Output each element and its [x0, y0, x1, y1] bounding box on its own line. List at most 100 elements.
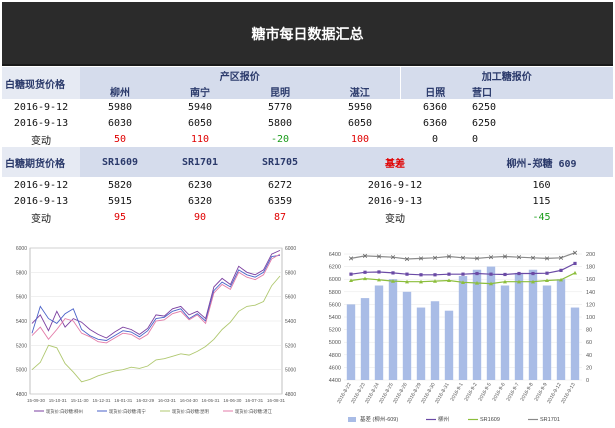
legend-label: 现货价:白砂糖:柳州 — [46, 408, 83, 415]
table-row: 2016-9-13 6030 6050 5800 6050 6360 6250 — [2, 115, 613, 131]
data-point — [573, 261, 577, 266]
basis-date: 2016-9-12 — [367, 179, 423, 191]
change-value: 110 — [190, 133, 210, 145]
table-row: 2016-9-12 5820 6230 6272 2016-9-12 160 — [2, 177, 613, 193]
data-point — [559, 268, 563, 272]
data-point — [573, 270, 577, 275]
col-sr1705: SR1705 — [240, 147, 320, 177]
basis-bar — [346, 304, 356, 380]
spot-price-label: 白糖现货价格 — [2, 67, 80, 99]
y-tick-label: 5400 — [329, 315, 341, 321]
basis-bar-line-chart: 6400 6200 6000 5800 5600 5400 5200 5000 4800 4600… — [329, 250, 595, 423]
data-point — [348, 256, 354, 261]
data-point — [517, 271, 521, 276]
col-spread: 柳州-郑糖 609 — [470, 147, 613, 177]
row-date: 2016-9-13 — [13, 195, 69, 207]
basis-bar — [458, 276, 468, 380]
y2-tick-label: 140 — [586, 290, 595, 296]
col-nanning: 南宁 — [160, 83, 240, 99]
spread-value: 115 — [532, 195, 551, 207]
col-rizhao: 日照 — [399, 83, 470, 99]
x-tick-label: 16-07-31 — [245, 398, 264, 403]
y2-tick-label: 160 — [586, 277, 595, 283]
data-point — [405, 279, 409, 284]
data-point — [433, 279, 437, 283]
change-value: -20 — [270, 133, 290, 145]
data-point — [376, 254, 382, 259]
data-point — [377, 270, 381, 274]
change-value: 87 — [273, 211, 287, 223]
cell-value: 6030 — [107, 117, 133, 129]
basis-bar — [500, 285, 510, 380]
y-tick-label: 6000 — [329, 277, 341, 283]
basis-bar — [570, 307, 580, 380]
x-tick-label: 16-04-30 — [180, 398, 199, 403]
y2-tick-label: 60 — [586, 340, 592, 346]
x-tick-label: 15-11-30 — [71, 398, 89, 403]
change-row: 变动 95 90 87 变动 -45 — [2, 209, 613, 225]
table-row: 2016-9-12 5980 5940 5770 5950 6360 6250 — [2, 99, 613, 115]
change-row: 变动 50 110 -20 100 0 0 — [2, 131, 613, 147]
data-point — [419, 279, 423, 284]
title-banner: 糖市每日数据汇总 — [2, 2, 613, 66]
legend-label: 柳州 — [438, 415, 449, 423]
y2-tick-label: 20 — [586, 365, 592, 371]
col-sr1609: SR1609 — [80, 147, 160, 177]
cell-value: 6320 — [187, 195, 213, 207]
x-tick-label: 16-06-30 — [223, 398, 242, 403]
y2-tick-label: 0 — [586, 378, 589, 384]
y-tick-label: 5800 — [16, 270, 27, 276]
y-tick-label: 5200 — [329, 328, 341, 334]
data-point — [405, 272, 409, 276]
y-tick-label: 4800 — [16, 392, 27, 398]
y-tick-label: 5000 — [329, 340, 341, 346]
series-line — [31, 249, 281, 339]
x-tick-label: 15-10-31 — [49, 398, 68, 403]
origin-quote-header: 产区报价 — [80, 67, 400, 83]
x-tick-label: 2016-9-13 — [560, 382, 577, 405]
spot-group-row: 白糖现货价格 产区报价 加工糖报价 — [2, 67, 613, 99]
y-tick-label: 5600 — [16, 295, 27, 301]
y-tick-label: 4800 — [329, 353, 341, 359]
data-point — [489, 281, 493, 286]
processed-quote-header: 加工糖报价 — [399, 67, 613, 83]
legend-label: 现货价:白砂糖:湛江 — [235, 408, 272, 415]
y-tick-label: 6400 — [329, 252, 341, 258]
summary-table: 白糖现货价格 产区报价 加工糖报价 柳州 南宁 昆明 湛江 日照 营口 2016… — [2, 67, 613, 225]
basis-date: 2016-9-13 — [367, 195, 423, 207]
basis-bar — [402, 291, 412, 380]
cell-value: 6272 — [267, 179, 293, 191]
data-point — [503, 272, 507, 277]
data-point — [475, 280, 479, 285]
data-point — [545, 278, 549, 283]
cell-value: 6360 — [422, 117, 448, 129]
basis-bar — [528, 269, 538, 380]
data-point — [517, 279, 521, 284]
data-point — [349, 278, 353, 283]
cell-value: 6250 — [472, 117, 497, 129]
data-point — [545, 271, 549, 275]
data-point — [418, 256, 424, 261]
y2-tick-label: 4800 — [285, 392, 296, 398]
data-point — [404, 256, 410, 262]
data-point — [558, 255, 564, 260]
basis-bar — [486, 266, 496, 380]
col-yingkou: 营口 — [470, 83, 613, 99]
y-tick-label: 6000 — [16, 246, 27, 252]
change-label: 变动 — [31, 135, 51, 147]
series-line — [31, 275, 281, 383]
y2-tick-label: 100 — [586, 315, 595, 321]
data-point — [377, 277, 381, 282]
cell-value: 6360 — [422, 101, 448, 113]
cell-value: 5915 — [107, 195, 133, 207]
data-point — [432, 255, 438, 260]
data-point — [461, 280, 465, 284]
data-point — [363, 276, 367, 281]
data-point — [516, 255, 522, 260]
y2-tick-label: 40 — [586, 353, 592, 359]
y-tick-label: 5600 — [329, 302, 341, 308]
cell-value: 5820 — [107, 179, 133, 191]
cell-value: 6359 — [267, 195, 293, 207]
basis-bar — [444, 310, 454, 380]
charts-area: 6000 6000 5800 5800 5600 5600 5400 5400 5200 5200… — [0, 234, 615, 428]
